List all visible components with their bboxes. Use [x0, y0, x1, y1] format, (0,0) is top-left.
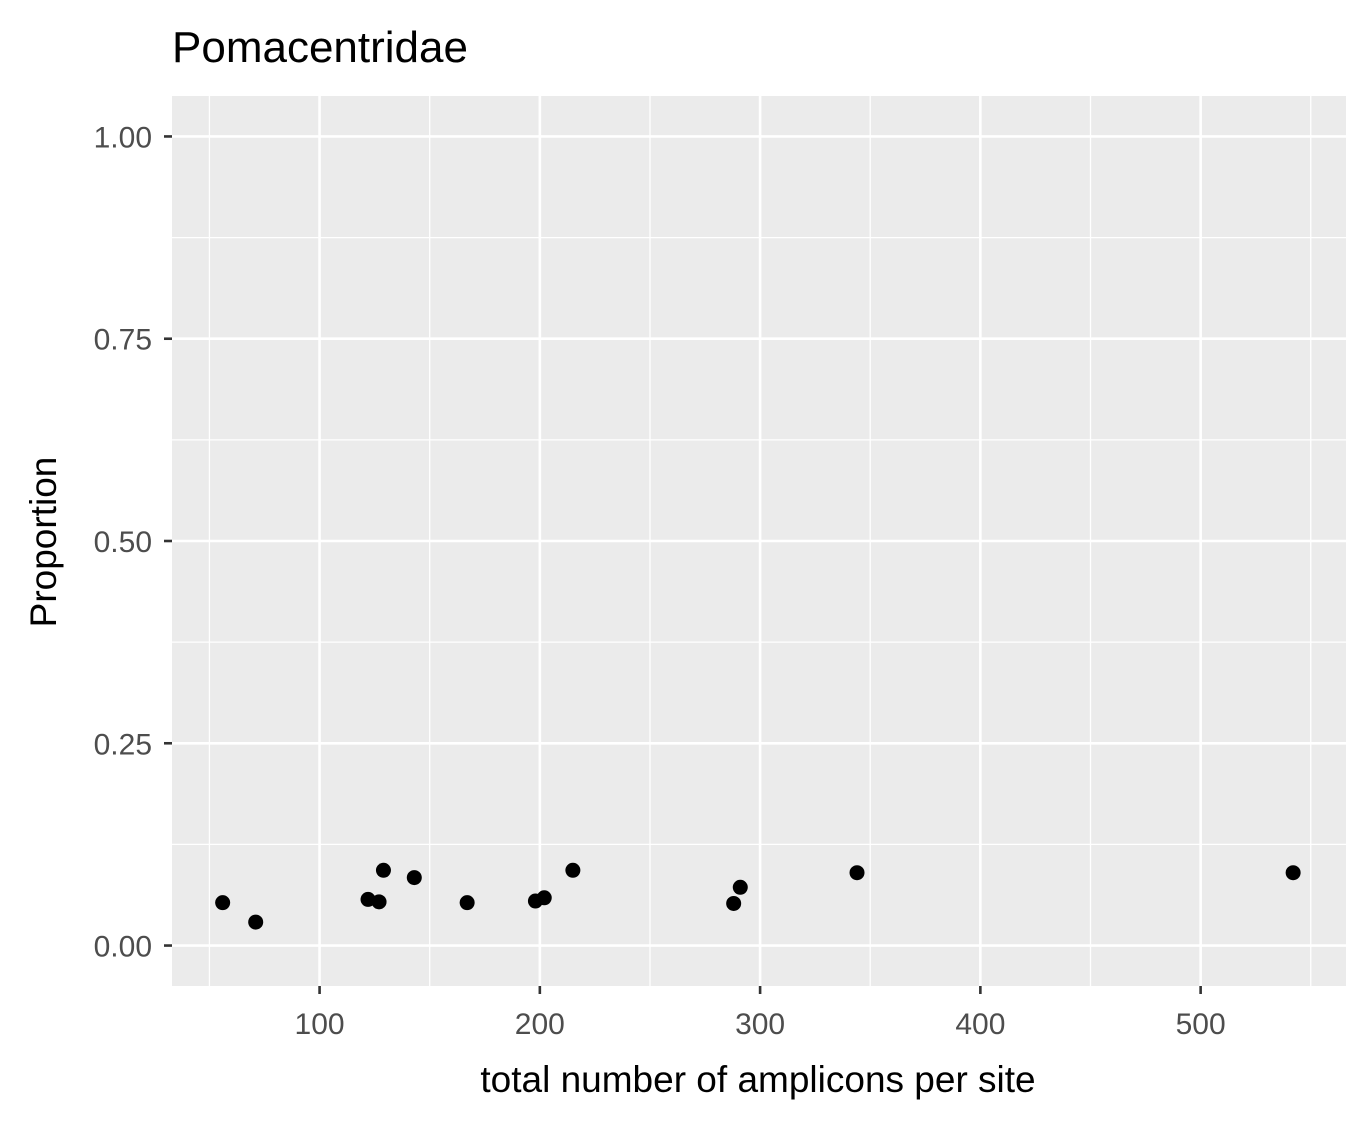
chart-title: Pomacentridae: [172, 23, 468, 72]
data-points: [215, 862, 1301, 930]
major-grid-lines: [172, 96, 1346, 986]
x-axis-title: total number of amplicons per site: [480, 1059, 1035, 1100]
x-tick-label: 500: [1176, 1008, 1226, 1041]
x-tick-label: 300: [735, 1008, 785, 1041]
data-point: [565, 862, 581, 878]
data-point: [248, 914, 264, 930]
data-point: [406, 870, 422, 886]
data-point: [459, 895, 475, 911]
data-point: [375, 862, 391, 878]
data-point: [536, 890, 552, 906]
y-tick-label: 0.00: [94, 931, 152, 964]
y-tick-label: 1.00: [94, 121, 152, 154]
data-point: [726, 895, 742, 911]
y-axis: 0.00 0.25 0.50 0.75 1.00: [94, 121, 172, 964]
data-point: [732, 879, 748, 895]
y-tick-label: 0.25: [94, 728, 152, 761]
data-point: [1285, 865, 1301, 881]
x-axis: 100 200 300 400 500: [295, 986, 1226, 1041]
y-tick-label: 0.75: [94, 324, 152, 357]
x-tick-label: 100: [295, 1008, 345, 1041]
data-point: [215, 895, 231, 911]
data-point: [371, 894, 387, 910]
data-point: [849, 865, 865, 881]
y-tick-label: 0.50: [94, 526, 152, 559]
x-tick-label: 200: [515, 1008, 565, 1041]
y-axis-title: Proportion: [23, 457, 64, 628]
x-tick-label: 400: [955, 1008, 1005, 1041]
